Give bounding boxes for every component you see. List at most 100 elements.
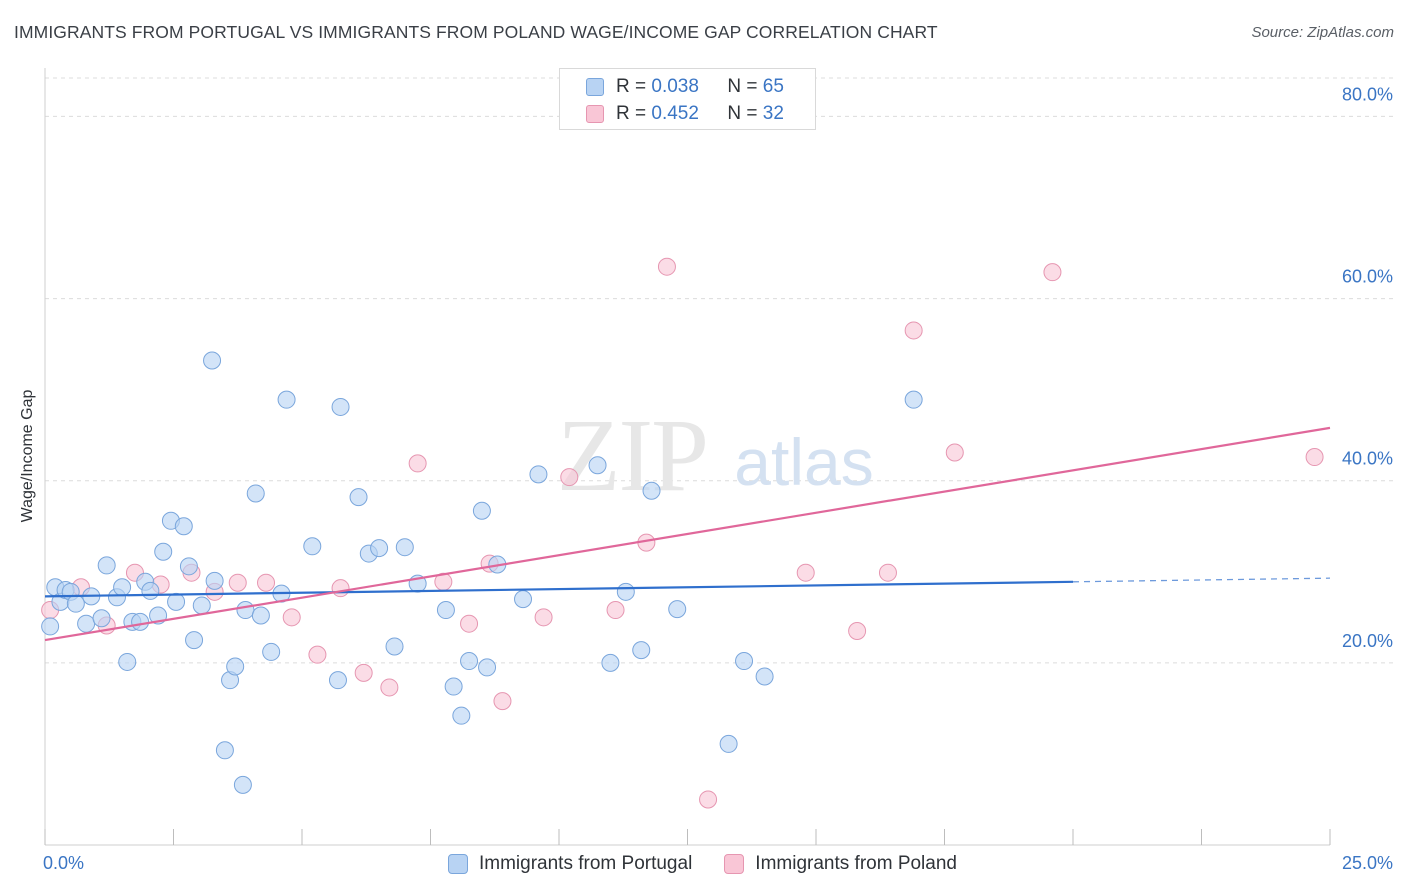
data-point (588, 456, 607, 475)
r-value: 0.038 (651, 76, 699, 97)
data-point (460, 614, 479, 633)
y-tick-label: 60.0% (1342, 267, 1393, 287)
data-point (262, 642, 281, 661)
data-point (331, 579, 350, 598)
data-point (185, 631, 204, 650)
data-point (699, 790, 718, 809)
poland-swatch (586, 105, 604, 123)
data-point (354, 663, 373, 682)
data-point (77, 614, 96, 633)
data-point (514, 590, 533, 609)
data-point (657, 257, 676, 276)
data-point (154, 542, 173, 561)
trend-line-portugal (44, 580, 1074, 598)
grid-lines (45, 77, 1395, 664)
portugal-legend-swatch (448, 854, 468, 874)
data-point (385, 637, 404, 656)
trend-line-portugal-extension (1072, 577, 1331, 583)
n-label: N = (727, 103, 763, 124)
data-point (236, 601, 255, 620)
data-point (472, 501, 491, 520)
data-point (408, 454, 427, 473)
legend-label-poland: Immigrants from Poland (755, 853, 957, 874)
data-point (370, 539, 389, 558)
points-portugal (41, 351, 923, 794)
data-point (308, 645, 327, 664)
watermark-atlas: atlas (734, 425, 873, 499)
data-point (436, 601, 455, 620)
series-legend: Immigrants from Portugal Immigrants from… (448, 850, 989, 878)
data-point (349, 488, 368, 507)
trend-line-poland (44, 426, 1331, 642)
portugal-swatch (586, 78, 604, 96)
data-point (796, 563, 815, 582)
data-point (282, 608, 301, 627)
data-point (331, 397, 350, 416)
tick-labels: 20.0% 40.0% 60.0% 80.0% 0.0% 25.0% (43, 84, 1393, 873)
data-point (141, 581, 160, 600)
legend-item-portugal[interactable]: Immigrants from Portugal (448, 853, 692, 875)
legend-label-portugal: Immigrants from Portugal (479, 853, 693, 874)
data-point (179, 557, 198, 576)
legend-item-poland[interactable]: Immigrants from Poland (724, 853, 957, 875)
data-point (66, 594, 85, 613)
data-point (735, 652, 754, 671)
source-credit: Source: ZipAtlas.com (1251, 24, 1394, 41)
n-label: N = (727, 76, 763, 97)
watermark-zip: ZIP (557, 398, 707, 513)
data-point (1305, 448, 1324, 467)
data-point (755, 667, 774, 686)
n-value: 32 (762, 103, 784, 124)
y-tick-label: 80.0% (1342, 84, 1393, 104)
data-point (632, 641, 651, 660)
data-point (277, 390, 296, 409)
data-point (174, 517, 193, 536)
data-point (257, 573, 276, 592)
r-label: R = (616, 76, 652, 97)
data-point (606, 601, 625, 620)
y-axis-label: Wage/Income Gap (19, 389, 36, 523)
data-point (131, 612, 150, 631)
data-point (460, 652, 479, 671)
stats-row-poland: R = 0.452 N = 32 (586, 102, 784, 126)
data-point (478, 658, 497, 677)
data-point (395, 538, 414, 557)
poland-legend-swatch (724, 854, 745, 874)
data-point (233, 775, 252, 794)
r-value: 0.452 (651, 103, 699, 124)
data-point (205, 571, 224, 590)
watermark: ZIP atlas (557, 398, 874, 513)
data-point (380, 678, 399, 697)
data-point (560, 468, 579, 487)
x-tick-label-max: 25.0% (1342, 853, 1393, 873)
data-point (167, 592, 186, 611)
data-point (328, 671, 347, 690)
data-point (228, 573, 247, 592)
data-point (113, 578, 132, 597)
data-point (642, 481, 661, 500)
r-label: R = (616, 103, 652, 124)
stats-legend: R = 0.038 N = 65 R = 0.452 N = 32 (559, 68, 816, 130)
data-point (246, 484, 265, 503)
data-point (97, 556, 116, 575)
data-point (251, 606, 270, 625)
data-point (118, 652, 137, 671)
x-tick-label-min: 0.0% (43, 853, 84, 873)
data-point (92, 609, 111, 628)
data-point (878, 563, 897, 582)
axes (44, 68, 1331, 846)
data-point (616, 582, 635, 601)
data-point (534, 608, 553, 627)
stats-row-portugal: R = 0.038 N = 65 (586, 75, 784, 99)
n-value: 65 (762, 76, 784, 97)
data-point (226, 657, 245, 676)
data-point (192, 596, 211, 615)
chart-title: IMMIGRANTS FROM PORTUGAL VS IMMIGRANTS F… (14, 22, 938, 42)
data-point (529, 465, 548, 484)
data-point (945, 443, 964, 462)
y-tick-label: 40.0% (1342, 449, 1393, 469)
trend-lines (44, 426, 1331, 642)
data-point (719, 734, 738, 753)
data-point (1043, 263, 1062, 282)
